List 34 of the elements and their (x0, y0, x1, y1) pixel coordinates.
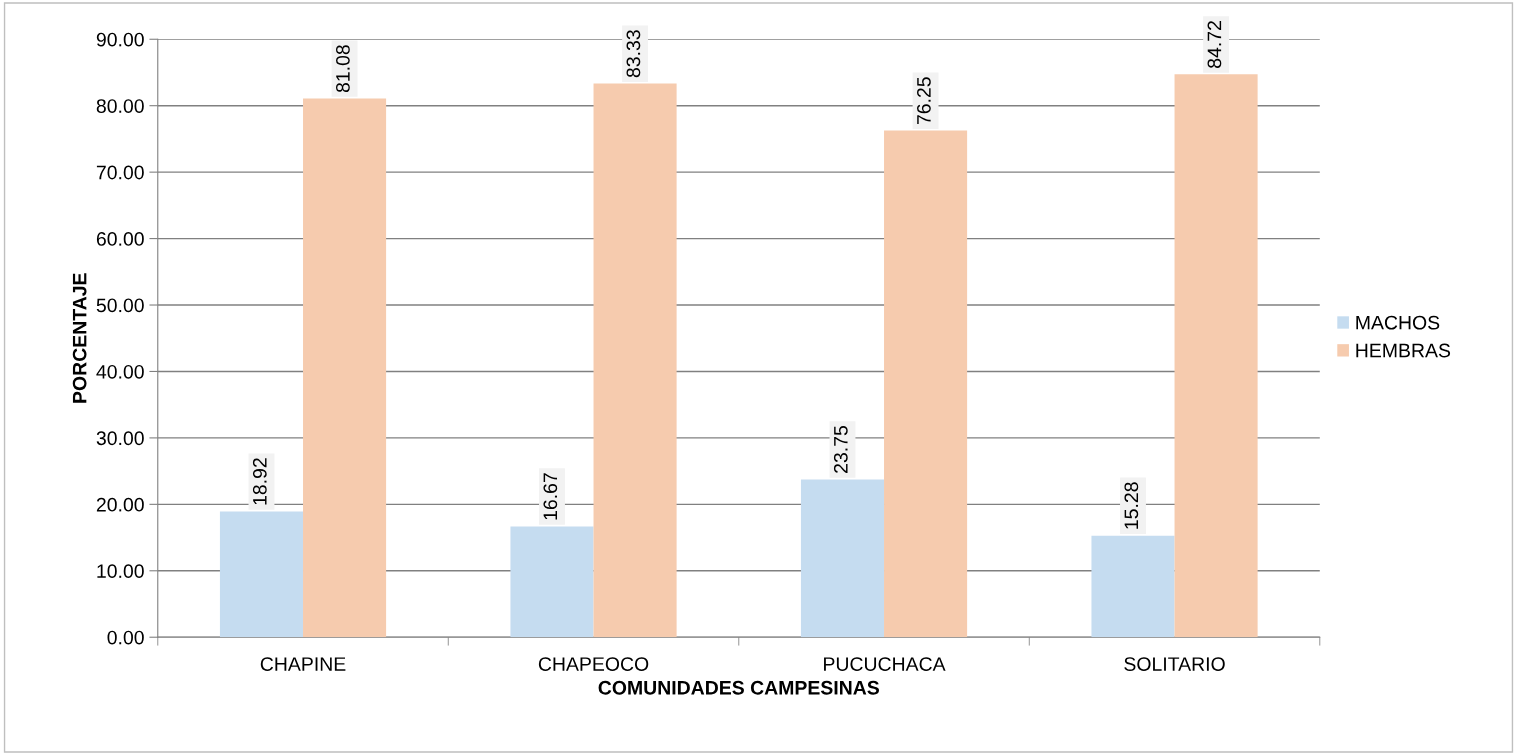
bar (884, 130, 968, 638)
bar (1174, 74, 1258, 638)
y-tick-label: 0.00 (107, 630, 144, 645)
y-tick-label: 80.00 (96, 99, 144, 113)
y-tick-label: 90.00 (96, 32, 144, 47)
bar (303, 98, 387, 638)
x-tick-label: SOLITARIO (1124, 657, 1225, 671)
y-tick-label: 20.00 (96, 497, 144, 512)
y-tick-label: 30.00 (96, 431, 144, 446)
legend-label: HEMBRAS (1356, 343, 1451, 358)
data-label: 23.75 (833, 426, 848, 473)
y-tick-label: 40.00 (96, 364, 144, 379)
bar (510, 526, 594, 638)
y-tick-label: 60.00 (96, 232, 144, 246)
data-label: 16.67 (543, 473, 558, 520)
bar (800, 479, 885, 638)
y-tick-label: 70.00 (96, 165, 144, 180)
bar (219, 511, 304, 638)
y-axis-title: PORCENTAJE (72, 273, 87, 403)
data-label: 76.25 (917, 77, 931, 125)
data-label: 81.08 (336, 45, 350, 93)
data-label: 83.33 (626, 30, 641, 78)
x-tick-label: CHAPEOCO (538, 657, 649, 671)
legend-label: MACHOS (1356, 315, 1440, 330)
x-axis-title: COMUNIDADES CAMPESINAS (598, 680, 879, 695)
x-tick-label: PUCUCHACA (824, 657, 946, 671)
data-label: 15.28 (1124, 482, 1139, 529)
data-label: 84.72 (1207, 21, 1222, 68)
y-tick-label: 50.00 (96, 298, 144, 313)
data-label: 18.92 (252, 458, 267, 505)
y-tick-label: 10.00 (97, 564, 144, 579)
bar (1091, 535, 1175, 638)
x-tick-label: CHAPINE (260, 657, 346, 671)
bar (593, 83, 677, 638)
